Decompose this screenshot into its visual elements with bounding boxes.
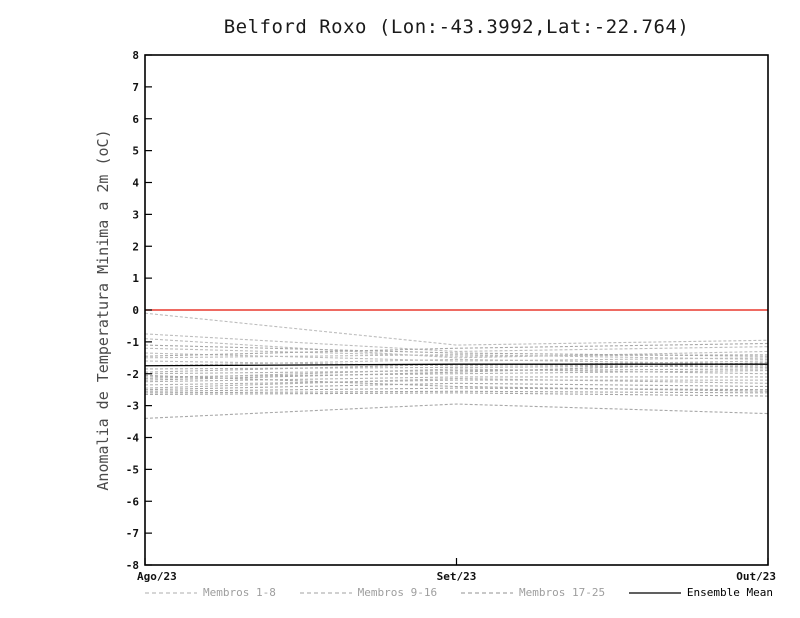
y-tick-label: -8 bbox=[126, 559, 139, 572]
legend-dashed-line-icon bbox=[460, 591, 513, 594]
y-tick-label: -5 bbox=[126, 463, 139, 476]
y-tick-label: 7 bbox=[132, 81, 139, 94]
legend: Membros 1-8 Membros 9-16 Membros 17-25 Ense… bbox=[145, 586, 773, 599]
x-tick-label: Out/23 bbox=[736, 570, 776, 583]
member-line bbox=[144, 365, 769, 370]
member-line bbox=[144, 403, 769, 419]
legend-item: Membros 1-8 bbox=[145, 586, 276, 599]
legend-item: Ensemble Mean bbox=[628, 586, 773, 599]
y-tick-label: -7 bbox=[126, 527, 139, 540]
member-line bbox=[144, 377, 769, 389]
y-tick-label: -6 bbox=[126, 495, 140, 508]
member-line bbox=[144, 354, 769, 360]
legend-item: Membros 17-25 bbox=[460, 586, 606, 599]
x-tick-label: Ago/23 bbox=[137, 570, 177, 583]
member-line bbox=[144, 344, 769, 357]
member-line bbox=[144, 392, 769, 397]
member-line bbox=[144, 358, 769, 367]
member-line bbox=[144, 374, 769, 392]
member-line bbox=[144, 379, 768, 386]
member-line bbox=[144, 390, 769, 394]
member-line bbox=[144, 333, 769, 352]
member-line bbox=[144, 387, 769, 392]
y-tick-label: 1 bbox=[132, 272, 139, 285]
member-line bbox=[144, 362, 769, 381]
y-tick-label: -4 bbox=[126, 432, 140, 445]
legend-dashed-line-icon bbox=[145, 591, 197, 594]
legend-dashed-line-icon bbox=[299, 591, 352, 594]
member-line bbox=[144, 338, 769, 359]
member-line bbox=[144, 368, 769, 375]
ensemble-mean-line bbox=[144, 363, 768, 367]
y-tick-label: 3 bbox=[132, 208, 139, 221]
chart-title: Belford Roxo (Lon:-43.3992,Lat:-22.764) bbox=[223, 16, 690, 38]
y-tick-label: 4 bbox=[132, 177, 139, 190]
legend-item: Membros 9-16 bbox=[299, 586, 438, 599]
member-line bbox=[144, 347, 769, 357]
y-tick-label: 5 bbox=[132, 145, 139, 158]
legend-label: Membros 1-8 bbox=[203, 586, 276, 599]
y-tick-label: -2 bbox=[126, 368, 139, 381]
member-line bbox=[144, 376, 768, 383]
legend-label: Membros 17-25 bbox=[518, 586, 606, 599]
y-axis-label: Anomalia de Temperatura Minima a 2m (oC) bbox=[94, 129, 112, 491]
legend-label: Ensemble Mean bbox=[686, 586, 773, 599]
y-tick-label: 8 bbox=[132, 49, 139, 62]
member-line bbox=[144, 352, 769, 362]
y-tick-label: -3 bbox=[126, 400, 139, 413]
member-line bbox=[144, 382, 769, 391]
legend-solid-line-icon bbox=[628, 591, 681, 594]
y-tick-label: 0 bbox=[132, 304, 139, 317]
member-line bbox=[144, 368, 769, 380]
member-line bbox=[144, 360, 769, 367]
member-line bbox=[144, 370, 769, 378]
y-tick-label: -1 bbox=[126, 336, 140, 349]
x-tick-label: Set/23 bbox=[437, 570, 477, 583]
member-line bbox=[144, 312, 769, 346]
member-line bbox=[144, 342, 769, 357]
legend-label: Membros 9-16 bbox=[357, 586, 438, 599]
y-tick-label: 6 bbox=[132, 113, 139, 126]
y-tick-label: 2 bbox=[132, 240, 139, 253]
